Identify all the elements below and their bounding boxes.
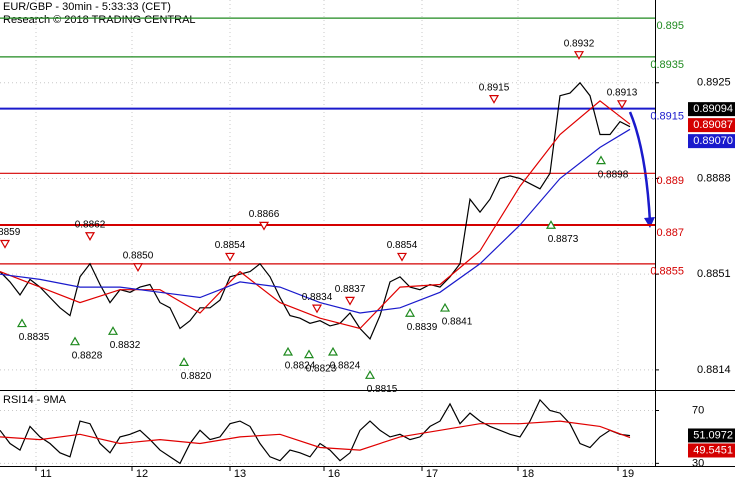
series-line: [0, 398, 631, 465]
swing-marker: [344, 296, 356, 306]
swing-marker: [364, 370, 376, 379]
price-tag: [688, 102, 735, 117]
swing-label: 0.8824: [330, 361, 361, 372]
price-tag-label: 51.0972: [693, 429, 733, 441]
y-tick-label: 30: [692, 457, 704, 469]
swing-marker: [327, 346, 339, 356]
swing-label: 0.8913: [607, 87, 638, 98]
x-tick-label: 13: [234, 468, 246, 480]
swing-label: 0.8832: [110, 340, 141, 351]
y-tick-label: 70: [692, 404, 704, 416]
series-line: [0, 100, 631, 330]
chart-subtitle: Research © 2018 TRADING CENTRAL: [3, 14, 196, 26]
swing-label: 0.8815: [367, 384, 398, 395]
swing-marker: [132, 263, 144, 272]
swing-marker: [404, 308, 416, 317]
rsi-title: RSI14 - 9MA: [3, 394, 67, 406]
level-label: 0.8935: [650, 59, 684, 71]
swing-label: 0.8915: [479, 82, 510, 93]
swing-marker: [545, 220, 557, 229]
swing-marker: [303, 349, 315, 359]
swing-label: 0.8859: [0, 227, 21, 238]
price-tag: [688, 134, 735, 149]
price-tag-label: 0.89094: [693, 103, 733, 115]
swing-label: 0.8835: [19, 332, 50, 343]
swing-label: 0.8850: [123, 250, 154, 261]
level-label: 0.889: [656, 175, 684, 187]
price-tag: [688, 443, 735, 458]
swing-label: 0.8854: [215, 240, 246, 251]
swing-label: 0.8862: [75, 219, 106, 230]
swing-marker: [16, 318, 28, 328]
swing-marker: [0, 239, 11, 249]
swing-label: 0.8837: [335, 284, 366, 295]
price-tag-label: 0.89087: [693, 119, 733, 131]
swing-label: 0.8828: [72, 350, 103, 361]
series-line: [0, 420, 631, 451]
swing-label: 0.8823: [306, 363, 337, 374]
level-label: 0.895: [656, 20, 684, 32]
swing-marker: [84, 232, 96, 241]
swing-marker: [595, 155, 607, 165]
series-line: [0, 81, 631, 340]
series-line: [0, 128, 631, 314]
swing-label: 0.8932: [564, 38, 595, 49]
swing-marker: [439, 302, 451, 312]
swing-marker: [396, 252, 408, 262]
swing-marker: [311, 304, 323, 314]
price-tag-label: 0.89070: [693, 135, 733, 147]
level-label: 0.8915: [650, 111, 684, 123]
y-tick-label: 0.8888: [697, 172, 731, 184]
forecast-arrow: [628, 111, 652, 223]
x-tick-label: 11: [40, 468, 51, 480]
price-tag-label: 49.5451: [693, 444, 733, 456]
swing-label: 0.8866: [249, 209, 280, 220]
swing-marker: [488, 95, 500, 104]
swing-label: 0.8873: [548, 234, 579, 245]
x-tick-label: 19: [622, 468, 634, 480]
chart-title: EUR/GBP - 30min - 5:33:33 (CET): [3, 1, 171, 13]
swing-label: 0.8841: [442, 317, 473, 328]
swing-marker: [224, 252, 236, 262]
swing-marker: [616, 100, 628, 110]
swing-marker: [107, 326, 119, 335]
swing-marker: [178, 357, 190, 366]
swing-marker: [282, 346, 294, 356]
x-tick-label: 17: [426, 468, 438, 480]
y-tick-label: 0.8851: [697, 268, 731, 280]
x-tick-label: 12: [136, 468, 148, 480]
y-tick-label: 0.8814: [697, 364, 731, 376]
swing-label: 0.8854: [387, 240, 418, 251]
swing-label: 0.8898: [598, 169, 629, 180]
swing-marker: [69, 336, 81, 346]
swing-label: 0.8839: [407, 322, 438, 333]
level-label: 0.8855: [650, 266, 684, 278]
x-tick-label: 18: [522, 468, 534, 480]
swing-marker: [258, 221, 270, 231]
swing-label: 0.8834: [302, 292, 333, 303]
x-tick-label: 16: [328, 468, 340, 480]
swing-marker: [573, 51, 585, 60]
forecast-arrow-head: [644, 217, 655, 228]
swing-label: 0.8824: [285, 361, 316, 372]
swing-label: 0.8820: [181, 371, 212, 382]
y-tick-label: 0.8925: [697, 77, 731, 89]
level-label: 0.887: [656, 227, 684, 239]
price-tag: [688, 118, 735, 133]
price-tag: [688, 428, 735, 443]
